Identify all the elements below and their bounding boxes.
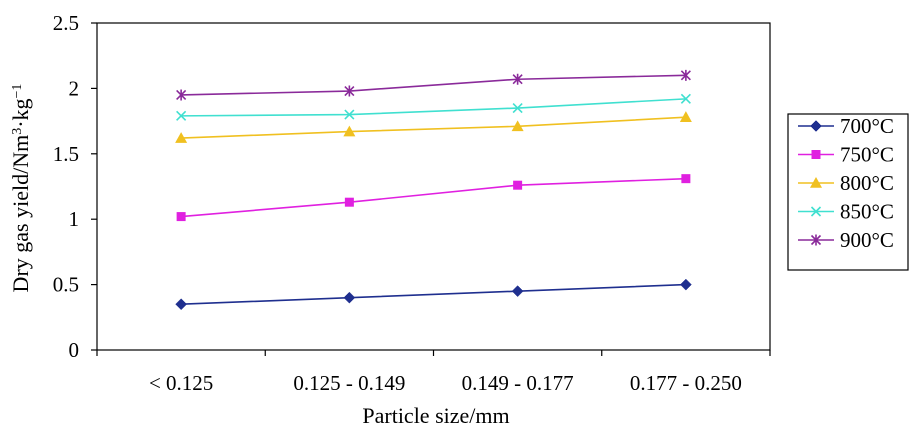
x-tick-label: 0.149 - 0.177 [462,371,574,395]
y-axis: 0 0.5 1 1.5 2 2.5 [53,11,97,362]
series-line [181,177,686,218]
x-tick-label: < 0.125 [149,371,213,395]
data-point [512,102,523,114]
legend-item: 750°C [798,143,894,167]
y-tick-label: 2 [69,76,80,100]
y-tick-label: 2.5 [53,11,79,35]
legend-label: 900°C [840,228,894,252]
data-point [344,197,354,207]
legend-label: 850°C [840,200,894,224]
legend-marker [810,234,822,246]
y-tick-label: 0.5 [53,273,79,297]
data-point [511,285,524,297]
series-0 [175,278,692,311]
series-line [181,74,686,96]
data-point [513,180,523,190]
data-point [176,89,187,101]
plot-frame [96,22,771,351]
legend-marker [810,177,822,188]
y-tick-label: 0 [69,338,80,362]
legend-marker [810,206,822,217]
legend-item: 700°C [798,114,894,138]
data-point [511,120,524,132]
y-axis-title-sup1: 3 [10,128,25,135]
y-tick-label: 1 [69,207,80,231]
legend-item: 850°C [798,200,894,224]
series-line [181,98,686,117]
legend-item: 900°C [798,228,894,252]
legend-items: 700°C 750°C 800°C 850°C 900°C [798,114,894,252]
data-point [176,110,187,121]
plot-border [96,22,771,351]
series-line [181,283,686,306]
legend-label: 700°C [840,114,894,138]
series-3 [176,93,691,121]
data-point [176,212,186,222]
data-point [175,132,188,143]
x-axis-title: Particle size/mm [362,403,509,428]
data-point [175,298,187,311]
x-axis: < 0.125 0.125 - 0.149 0.149 - 0.177 0.177 -… [96,350,771,395]
data-point [512,73,523,85]
legend-marker [811,150,821,159]
data-point [680,93,691,104]
legend-box [787,113,909,271]
data-point [680,278,692,291]
series-1 [176,174,691,222]
legend: 700°C 750°C 800°C 850°C 900°C [787,113,909,271]
series-2 [175,111,692,143]
data-point [681,174,691,184]
y-axis-title-sup2: −1 [10,84,25,99]
data-point [343,291,356,304]
y-axis-title: Dry gas yield/Nm3·kg−1 [8,84,33,293]
y-axis-title-mid: ·kg [8,98,33,127]
y-tick-label: 1.5 [53,142,79,166]
legend-label: 800°C [840,171,894,195]
x-tick-label: 0.125 - 0.149 [293,371,405,395]
data-point [343,125,356,137]
legend-marker [810,120,822,132]
data-point [679,111,692,122]
data-point [344,85,355,97]
series-layer [175,69,692,311]
series-line [181,116,686,139]
data-point [680,69,691,81]
y-axis-title-base: Dry gas yield/Nm [8,135,33,293]
data-point [344,109,355,120]
legend-label: 750°C [840,143,894,167]
series-4 [176,69,691,101]
legend-item: 800°C [798,171,894,195]
x-tick-label: 0.177 - 0.250 [630,371,742,395]
